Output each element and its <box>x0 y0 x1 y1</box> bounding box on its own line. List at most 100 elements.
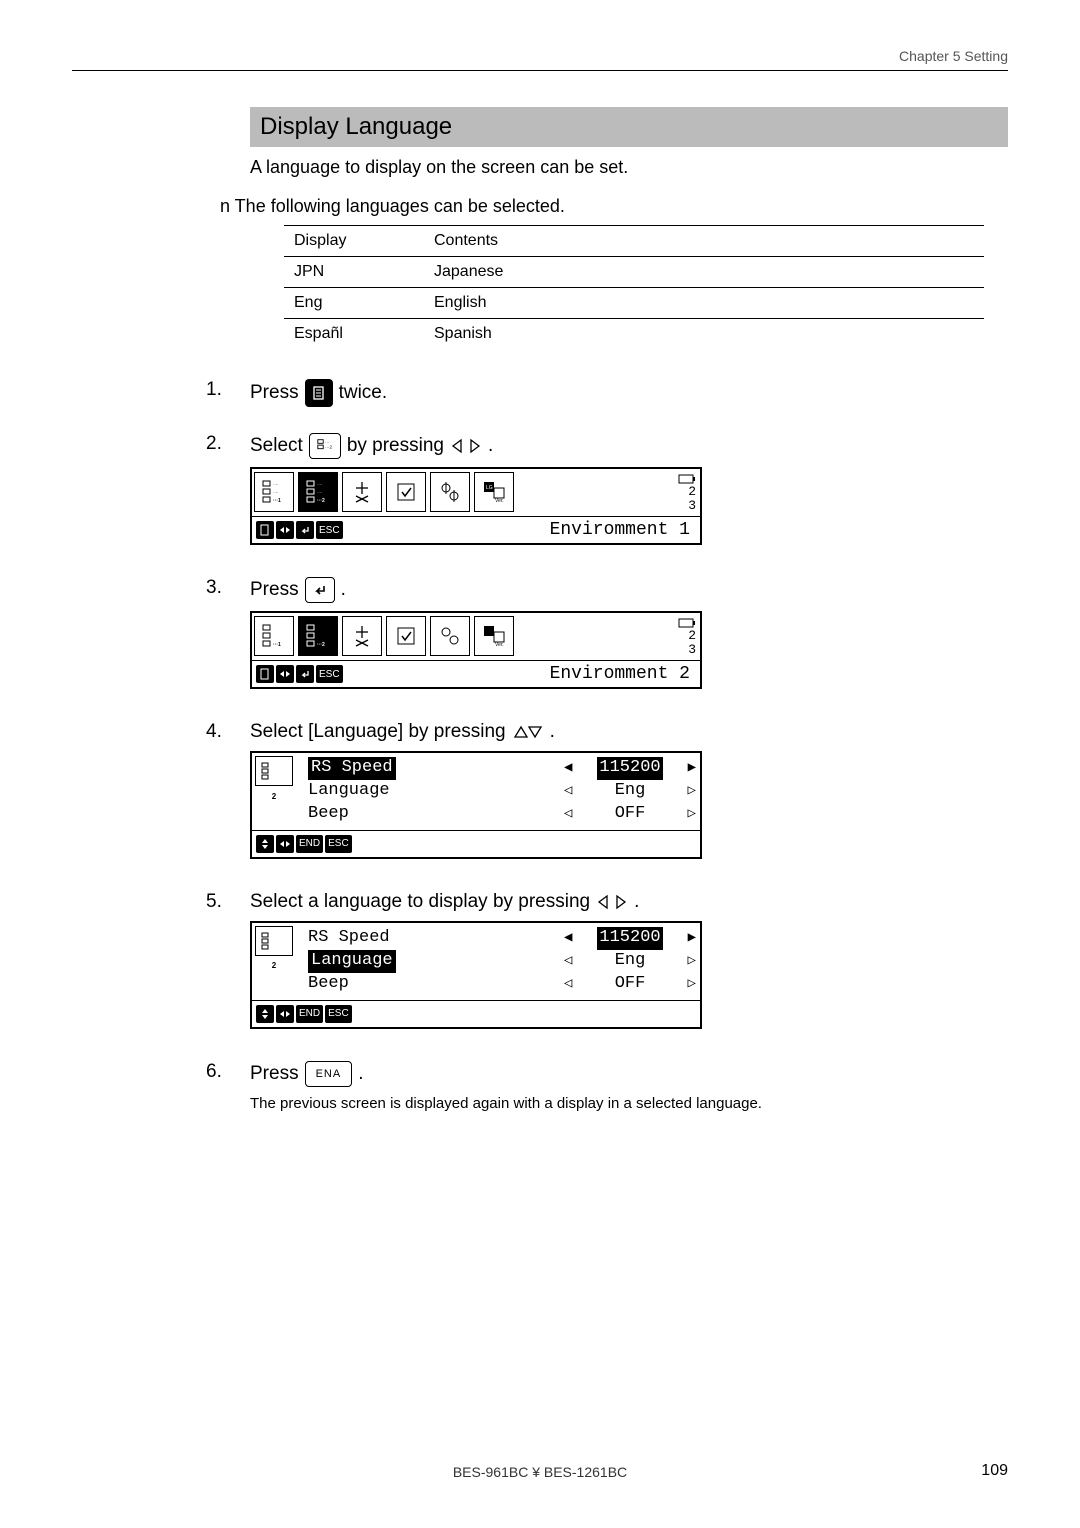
lcd-menu-values: ◀115200▶ ◁Eng▷ ◁OFF▷ <box>560 923 700 1000</box>
lcd-menu-list: RS Speed Language Beep <box>300 923 560 1000</box>
mode-icon <box>255 926 293 956</box>
lcd-tab-icon: ···· ···· ···1 <box>254 472 294 512</box>
note-text: n The following languages can be selecte… <box>220 196 1008 217</box>
step-text: . <box>488 435 493 457</box>
svg-text:···1: ···1 <box>273 642 281 648</box>
left-right-icon <box>276 1005 294 1023</box>
step-note: The previous screen is displayed again w… <box>250 1095 1008 1112</box>
lcd-status-text: Enviromment 2 <box>550 664 696 684</box>
enter-icon <box>296 665 314 683</box>
up-down-arrow-icon <box>512 724 544 740</box>
lcd-menu-list: RS Speed Language Beep <box>300 753 560 830</box>
lcd-tab-icon <box>430 616 470 656</box>
intro-text: A language to display on the screen can … <box>250 157 1008 178</box>
svg-text:Ver.: Ver. <box>495 498 504 504</box>
doc-icon <box>256 665 274 683</box>
menu-item: Beep <box>308 803 552 826</box>
table-row: JPN Japanese <box>284 257 984 288</box>
mode-icon <box>255 756 293 786</box>
mode-sub-label: 2 <box>255 958 293 974</box>
svg-text:···1: ···1 <box>273 498 281 504</box>
step-text: . <box>358 1063 363 1085</box>
step-6: 6. Press ENA . The previous screen is di… <box>250 1061 1008 1112</box>
mode-sub-label: 2 <box>255 788 293 804</box>
step-number: 6. <box>206 1061 250 1083</box>
table-row: Españl Spanish <box>284 319 984 350</box>
env-mode-icon: ······2 <box>309 433 341 459</box>
table-header: Contents <box>424 226 984 257</box>
step-number: 3. <box>206 577 250 599</box>
step-text: . <box>341 579 346 601</box>
step-text: twice. <box>339 382 388 404</box>
document-button-icon <box>305 379 333 407</box>
left-right-arrow-icon <box>450 438 482 454</box>
table-header: Display <box>284 226 424 257</box>
step-text: . <box>634 891 639 913</box>
lcd-screen: ···· ···· ···1 ···· ···· ···2 <box>250 467 702 545</box>
svg-text:····: ···· <box>273 490 278 495</box>
step-4: 4. Select [Language] by pressing . <box>250 721 1008 873</box>
svg-text:Ver.: Ver. <box>495 642 504 648</box>
step-5: 5. Select a language to display by press… <box>250 891 1008 1043</box>
updown-icon <box>256 1005 274 1023</box>
lcd-status: 2 3 <box>674 469 700 516</box>
svg-text:···2: ···2 <box>317 498 325 504</box>
step-number: 1. <box>206 379 250 401</box>
step-3: 3. Press . ···1 ···2 <box>250 577 1008 703</box>
svg-text:····: ···· <box>317 482 322 487</box>
lcd-menu-values: ◀115200▶ ◁Eng▷ ◁OFF▷ <box>560 753 700 830</box>
svg-text:····: ···· <box>273 482 278 487</box>
lcd-tab-icon <box>342 472 382 512</box>
lcd-tab-icon <box>386 616 426 656</box>
step-text: Select [Language] by pressing <box>250 721 506 743</box>
lcd-button-strip: END ESC <box>256 1005 352 1023</box>
left-right-icon <box>276 665 294 683</box>
step-number: 4. <box>206 721 250 743</box>
step-text: by pressing <box>347 435 444 457</box>
esc-label: ESC <box>316 665 343 683</box>
page-number: 109 <box>981 1462 1008 1480</box>
updown-icon <box>256 835 274 853</box>
step-text: Select a language to display by pressing <box>250 891 590 913</box>
step-text: Press <box>250 382 299 404</box>
menu-item: Language <box>308 780 552 803</box>
lcd-screen: ···1 ···2 <box>250 611 702 689</box>
svg-text:···: ··· <box>325 439 330 444</box>
svg-text:···2: ···2 <box>317 642 325 648</box>
doc-icon <box>256 521 274 539</box>
step-text: Press <box>250 1063 299 1085</box>
section-title: Display Language <box>250 107 1008 147</box>
svg-text:···2: ···2 <box>325 445 332 450</box>
step-1: 1. Press twice. <box>250 379 1008 415</box>
footer-text: BES-961BC ¥ BES-1261BC <box>72 1464 1008 1480</box>
step-text: Press <box>250 579 299 601</box>
menu-item: Beep <box>308 973 552 996</box>
lcd-tab-icon: LGVer. <box>474 472 514 512</box>
lcd-tab-icon <box>386 472 426 512</box>
left-right-icon <box>276 835 294 853</box>
step-number: 5. <box>206 891 250 913</box>
esc-label: ESC <box>316 521 343 539</box>
svg-text:····: ···· <box>317 490 322 495</box>
lcd-tab-icon: ···2 <box>298 616 338 656</box>
esc-label: ESC <box>325 1005 352 1023</box>
ena-button-icon: ENA <box>305 1061 353 1087</box>
esc-label: ESC <box>325 835 352 853</box>
menu-item: RS Speed <box>308 927 552 950</box>
step-number: 2. <box>206 433 250 455</box>
table-row: Eng English <box>284 288 984 319</box>
left-right-icon <box>276 521 294 539</box>
lcd-status: 2 3 <box>674 613 700 660</box>
lcd-tab-icon <box>342 616 382 656</box>
enter-button-icon <box>305 577 335 603</box>
language-table: Display Contents JPN Japanese Eng Englis… <box>284 225 984 349</box>
chapter-header: Chapter 5 Setting <box>72 48 1008 71</box>
lcd-button-strip: END ESC <box>256 835 352 853</box>
lcd-tab-icon <box>430 472 470 512</box>
end-label: END <box>296 835 323 853</box>
lcd-screen: 2 RS Speed Language Beep ◀115200▶ ◁Eng▷ … <box>250 751 702 859</box>
lcd-button-strip: ESC <box>256 521 343 539</box>
lcd-button-strip: ESC <box>256 665 343 683</box>
end-label: END <box>296 1005 323 1023</box>
left-right-arrow-icon <box>596 894 628 910</box>
